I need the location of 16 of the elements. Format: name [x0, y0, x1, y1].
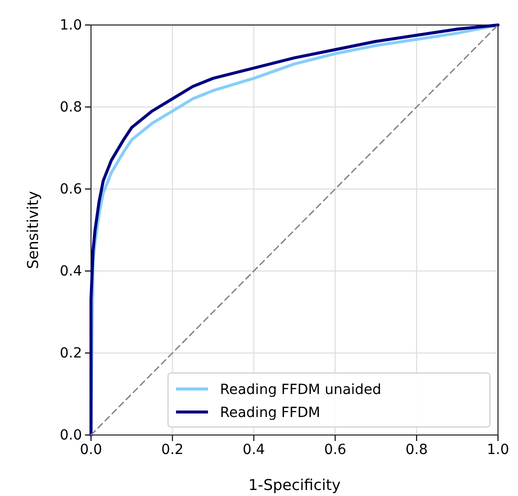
x-tick-label: 0.8 — [405, 442, 428, 458]
y-tick-label: 0.4 — [60, 263, 82, 280]
legend-label: Reading FFDM unaided — [220, 382, 382, 398]
x-tick-label: 0.6 — [324, 442, 346, 458]
x-axis-title: 1-Specificity — [248, 476, 341, 494]
x-tick-label: 0.2 — [161, 442, 184, 458]
y-tick-label: 0.0 — [60, 427, 82, 444]
y-tick-label: 0.2 — [60, 345, 82, 362]
y-tick-label: 0.8 — [60, 99, 82, 116]
y-tick-label: 1.0 — [60, 17, 82, 34]
x-tick-label: 0.4 — [242, 442, 266, 458]
x-tick-label: 1.0 — [486, 442, 510, 458]
y-tick-label: 0.6 — [60, 181, 82, 198]
x-tick-label: 0.0 — [80, 442, 102, 458]
legend-label: Reading FFDM — [220, 405, 320, 421]
y-axis-title: Sensitivity — [24, 190, 42, 270]
